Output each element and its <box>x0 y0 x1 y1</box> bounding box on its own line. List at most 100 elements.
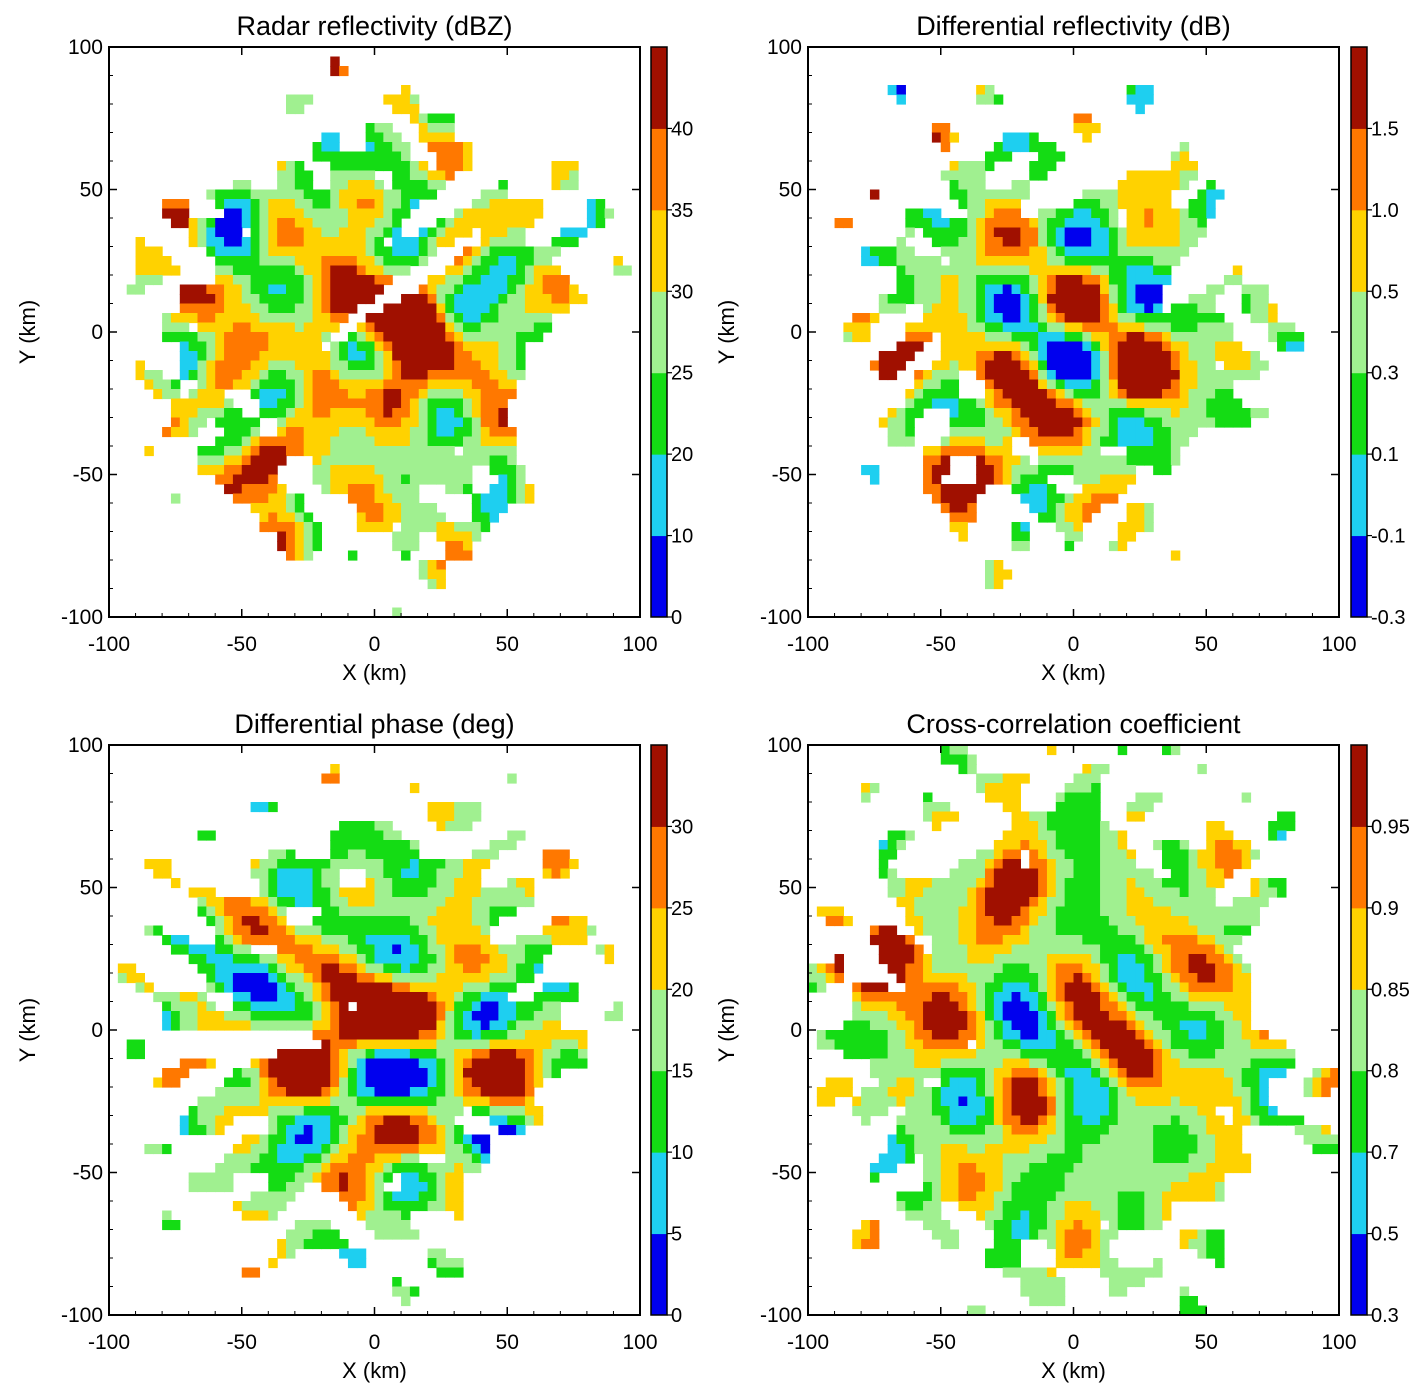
field-cell <box>445 370 455 381</box>
field-cell <box>533 1115 544 1126</box>
field-cell <box>480 294 491 305</box>
field-cell <box>232 265 243 276</box>
field-cell <box>1100 830 1110 841</box>
field-cell <box>1100 764 1110 775</box>
field-cell <box>471 322 482 333</box>
field-cell <box>1144 170 1154 181</box>
field-cell <box>489 944 499 955</box>
field-cell <box>542 992 553 1003</box>
field-cell <box>1020 275 1030 286</box>
field-cell <box>533 944 544 955</box>
field-cell <box>427 417 438 428</box>
field-cell <box>463 1144 473 1155</box>
field-cell <box>1002 897 1013 908</box>
field-cell <box>463 973 473 984</box>
colorbar-label: 0.3 <box>1371 363 1399 385</box>
field-cell <box>976 455 986 466</box>
field-cell <box>1108 465 1119 476</box>
field-cell <box>339 294 349 305</box>
field-cell <box>241 954 252 965</box>
x-tick-label: -100 <box>787 633 829 656</box>
field-cell <box>958 944 968 955</box>
field-cell <box>463 360 473 371</box>
field-cell <box>569 859 579 870</box>
field-cell <box>339 170 349 181</box>
field-cell <box>445 303 455 314</box>
field-cell <box>1100 265 1110 276</box>
y-tick-label: -50 <box>73 464 103 487</box>
field-cell <box>401 313 411 324</box>
field-cell <box>312 398 322 409</box>
field-cell <box>878 859 889 870</box>
field-cell <box>339 151 349 162</box>
field-cell <box>197 398 207 409</box>
field-cell <box>1153 408 1163 419</box>
field-cell <box>374 1096 384 1107</box>
field-cell <box>1020 541 1030 552</box>
field-cell <box>206 887 216 898</box>
field-cell <box>162 199 172 210</box>
field-cell <box>277 859 287 870</box>
field-cell <box>1206 294 1216 305</box>
field-cell <box>294 550 305 561</box>
field-cell <box>542 265 553 276</box>
field-cell <box>967 189 977 200</box>
field-cell <box>940 389 951 400</box>
field-cell <box>940 227 951 238</box>
field-cell <box>259 408 269 419</box>
field-cell <box>1011 944 1021 955</box>
field-cell <box>1197 868 1207 879</box>
field-cell <box>224 408 234 419</box>
field-cell <box>427 973 438 984</box>
field-cell <box>259 237 269 248</box>
field-cell <box>507 1039 517 1050</box>
y-tick-label: 0 <box>91 321 103 344</box>
field-cell <box>976 351 986 362</box>
field-cell <box>197 360 207 371</box>
field-cell <box>1029 935 1039 946</box>
field-cell <box>436 1096 446 1107</box>
field-cell <box>224 294 234 305</box>
field-cell <box>1162 745 1172 756</box>
field-cell <box>861 332 871 343</box>
field-cell <box>1064 493 1075 504</box>
field-cell <box>985 379 995 390</box>
field-cell <box>1117 887 1128 898</box>
field-cell <box>454 1001 464 1012</box>
field-cell <box>1126 85 1137 96</box>
field-cell <box>940 332 951 343</box>
field-cell <box>1135 455 1145 466</box>
field-cell <box>330 1153 340 1164</box>
field-cell <box>383 465 393 476</box>
field-cell <box>1073 275 1083 286</box>
field-cell <box>1170 332 1181 343</box>
field-cell <box>392 1163 402 1174</box>
field-cell <box>401 859 411 870</box>
field-cell <box>1100 455 1110 466</box>
field-cell <box>356 512 367 523</box>
field-cell <box>259 503 269 514</box>
field-cell <box>516 1001 526 1012</box>
field-cell <box>1038 294 1048 305</box>
field-cell <box>463 484 473 495</box>
field-cell <box>931 916 942 927</box>
field-cell <box>286 408 296 419</box>
field-cell <box>1091 313 1101 324</box>
field-cell <box>1100 208 1110 219</box>
field-cell <box>232 370 243 381</box>
field-cell <box>1002 341 1013 352</box>
field-cell <box>1073 897 1083 908</box>
field-cell <box>1144 887 1154 898</box>
field-cell <box>1100 849 1110 860</box>
field-cell <box>949 906 960 917</box>
field-cell <box>401 246 411 257</box>
field-cell <box>153 389 163 400</box>
field-cell <box>1100 389 1110 400</box>
field-cell <box>436 1134 446 1145</box>
field-cell <box>1064 237 1075 248</box>
field-cell <box>286 493 296 504</box>
field-cell <box>1153 370 1163 381</box>
field-cell <box>1206 284 1216 295</box>
field-cell <box>958 859 968 870</box>
field-cell <box>1091 379 1101 390</box>
